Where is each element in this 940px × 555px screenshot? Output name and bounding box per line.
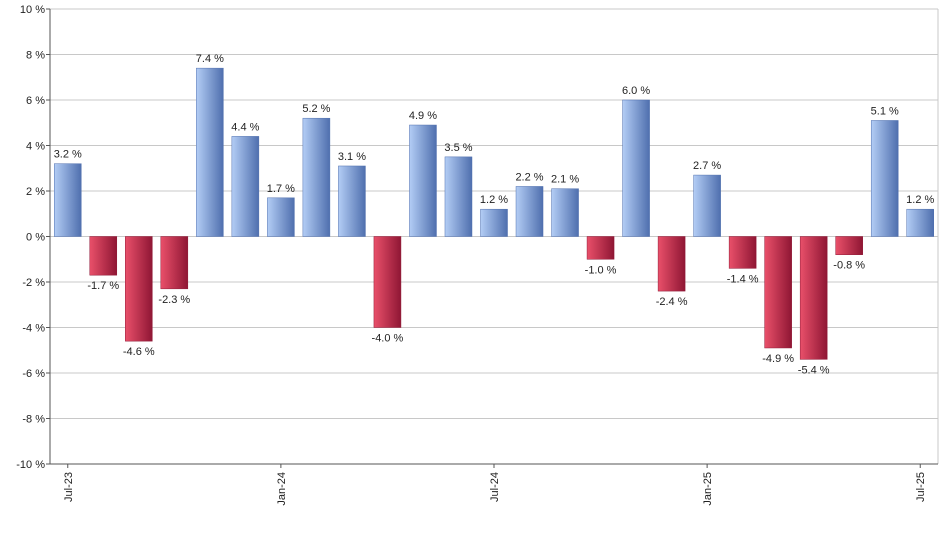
bar-jan-25: [693, 174, 721, 237]
bar-apr-25: [799, 236, 828, 360]
data-label: -1.7 %: [87, 280, 119, 292]
data-label: 5.1 %: [871, 105, 899, 117]
data-label: -1.0 %: [585, 264, 617, 276]
x-tick-label: Jul-25: [915, 472, 927, 502]
bar-sep-24: [551, 188, 579, 237]
y-tick-label: 6 %: [26, 95, 45, 107]
data-label: 6.0 %: [622, 85, 650, 97]
bar-jul-24: [480, 208, 508, 237]
bar-oct-23: [160, 236, 189, 290]
bar-may-24: [409, 124, 437, 237]
bar-jun-25: [870, 120, 899, 237]
bar-aug-23: [89, 236, 118, 276]
data-label: -4.0 %: [372, 333, 404, 345]
bar-dec-24: [657, 236, 686, 292]
x-tick-label: Jan-25: [702, 472, 714, 506]
data-label: 2.7 %: [693, 160, 721, 172]
y-tick-label: 2 %: [26, 186, 45, 198]
axes: 10 % 8 % 6 % 4 % 2 % 0 % -2 % -4 % -6 % -8 % -10 %…: [16, 4, 938, 506]
bar-jun-24: [444, 156, 473, 237]
bar-dec-23: [231, 136, 260, 237]
data-label: -1.4 %: [727, 273, 759, 285]
data-label: -4.9 %: [762, 353, 794, 365]
data-label: 3.5 %: [444, 142, 472, 154]
y-tick-label: 10 %: [20, 4, 45, 16]
y-tick-label: 4 %: [26, 141, 45, 153]
bar-feb-25: [728, 236, 757, 269]
data-label: 4.9 %: [409, 110, 437, 122]
data-label: 4.4 %: [231, 121, 259, 133]
bar-mar-24: [338, 165, 366, 237]
y-tick-label: -8 %: [22, 414, 45, 426]
y-tick-label: -10 %: [16, 459, 45, 471]
data-label: 5.2 %: [302, 103, 330, 115]
x-tick-label: Jul-24: [489, 472, 501, 502]
data-label: 2.1 %: [551, 174, 579, 186]
data-label: 1.7 %: [267, 183, 295, 195]
bar-apr-24: [373, 236, 402, 328]
bar-nov-23: [196, 67, 224, 237]
bar-may-25: [835, 236, 863, 255]
y-tick-label: -4 %: [22, 323, 45, 335]
data-label: -4.6 %: [123, 346, 155, 358]
bar-oct-24: [586, 236, 615, 260]
x-tick-label: Jan-24: [276, 472, 288, 506]
data-label: 2.2 %: [515, 171, 543, 183]
data-label: 1.2 %: [480, 194, 508, 206]
data-label: 3.2 %: [54, 149, 82, 161]
data-label: -2.3 %: [158, 294, 190, 306]
y-tick-label: 0 %: [26, 232, 45, 244]
data-label: -0.8 %: [833, 260, 865, 272]
x-tick-label: Jul-23: [63, 472, 75, 502]
data-label: 7.4 %: [196, 53, 224, 65]
data-label: -5.4 %: [798, 364, 830, 376]
y-tick-label: 8 %: [26, 50, 45, 62]
y-tick-label: -2 %: [22, 277, 45, 289]
bar-sep-23: [125, 236, 153, 342]
bar-mar-25: [764, 236, 792, 349]
y-tick-label: -6 %: [22, 368, 45, 380]
bar-jul-25: [906, 208, 934, 237]
data-label: 3.1 %: [338, 151, 366, 163]
data-label: -2.4 %: [656, 296, 688, 308]
bars: [54, 67, 934, 360]
bar-nov-24: [622, 99, 650, 237]
data-labels: 3.2 % -1.7 % -4.6 % -2.3 % 7.4 % 4.4 % 1.7 % 5.…: [54, 53, 935, 376]
bar-aug-24: [515, 186, 544, 237]
bar-jul-23: [54, 163, 82, 237]
data-label: 1.2 %: [906, 194, 934, 206]
bar-feb-24: [302, 117, 331, 237]
bar-jan-24: [267, 197, 295, 237]
